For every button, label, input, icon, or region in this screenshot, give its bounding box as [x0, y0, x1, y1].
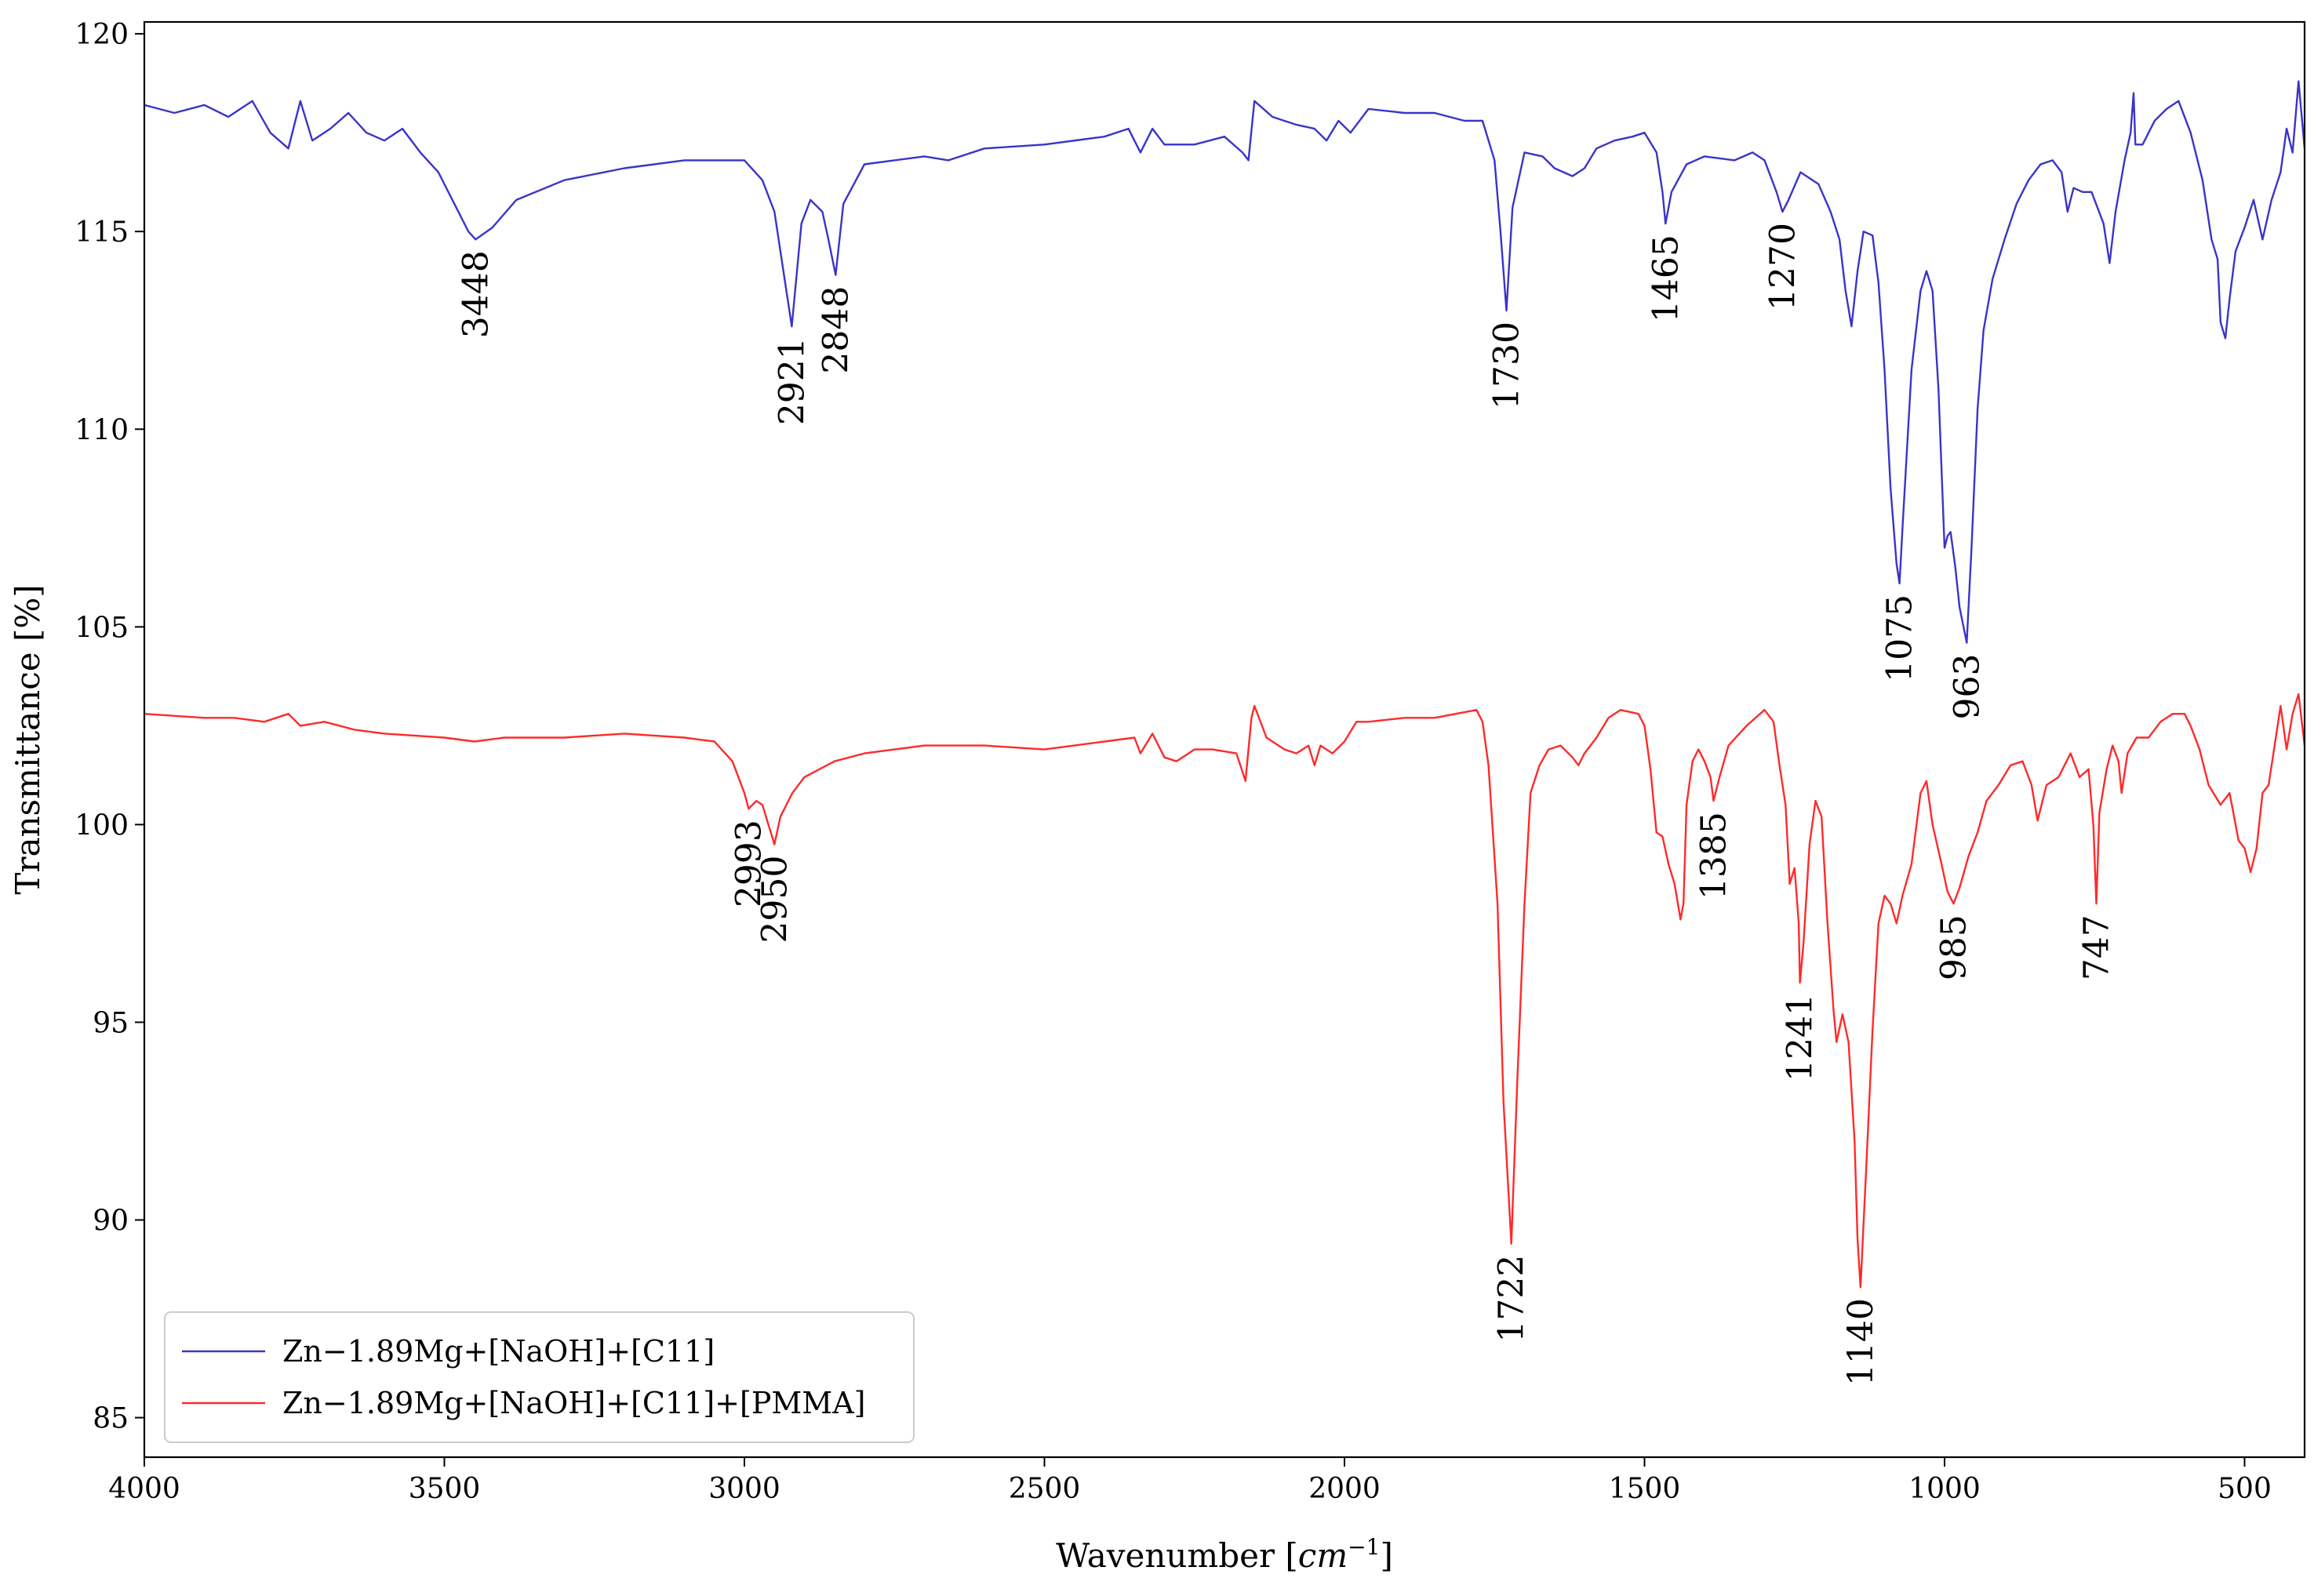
series-line-1 [144, 80, 2306, 644]
x-axis-title: Wavenumber [cm−1] [1056, 1534, 1393, 1575]
peak-label-1385: 1385 [1694, 812, 1734, 900]
peak-label-2950: 2950 [755, 856, 795, 943]
peak-label-985: 985 [1934, 914, 1974, 980]
series-layer [144, 80, 2306, 1289]
x-axis-title-close: ] [1380, 1536, 1392, 1575]
legend: Zn−1.89Mg+[NaOH]+[C11] Zn−1.89Mg+[NaOH]+[… [164, 1311, 915, 1443]
x-tick-label: 3000 [708, 1473, 780, 1505]
x-tick-label: 1000 [1908, 1473, 1981, 1505]
peak-label-1465: 1465 [1646, 234, 1686, 322]
y-tick-label: 115 [75, 216, 129, 249]
x-axis-title-text: Wavenumber [ [1056, 1536, 1298, 1575]
peak-label-747: 747 [2077, 914, 2117, 980]
x-axis-unit-exponent: −1 [1348, 1534, 1380, 1560]
y-axis-title: Transmittance [%] [9, 584, 47, 894]
peak-label-1730: 1730 [1487, 322, 1527, 409]
x-tick-label: 2500 [1009, 1473, 1081, 1505]
y-tick-label: 95 [93, 1007, 129, 1039]
y-axis-ticks: 85 90 95 100 105 110 115 120 [75, 19, 144, 1435]
x-axis-ticks: 4000 3500 3000 2500 2000 1500 1000 500 [108, 1457, 2272, 1505]
peak-label-1270: 1270 [1763, 223, 1803, 311]
peak-label-3448: 3448 [456, 250, 496, 338]
y-tick-label: 85 [93, 1403, 129, 1435]
y-tick-label: 100 [75, 809, 129, 842]
x-tick-label: 3500 [409, 1473, 481, 1505]
peak-label-1722: 1722 [1492, 1255, 1532, 1343]
y-tick-label: 105 [75, 612, 129, 644]
x-axis-unit: cm [1298, 1536, 1348, 1575]
peak-label-963: 963 [1947, 654, 1987, 720]
x-tick-label: 2000 [1308, 1473, 1381, 1505]
legend-label-1: Zn−1.89Mg+[NaOH]+[C11] [282, 1334, 715, 1369]
legend-box [164, 1311, 915, 1443]
x-tick-label: 4000 [108, 1473, 180, 1505]
peak-label-2921: 2921 [772, 337, 812, 425]
peak-label-2993: 2993 [729, 820, 769, 907]
y-tick-label: 90 [93, 1205, 129, 1238]
legend-label-2: Zn−1.89Mg+[NaOH]+[C11]+[PMMA] [282, 1386, 866, 1420]
x-tick-label: 500 [2218, 1473, 2272, 1505]
x-tick-label: 1500 [1609, 1473, 1681, 1505]
peak-label-1075: 1075 [1880, 594, 1920, 682]
y-tick-label: 110 [75, 414, 129, 446]
y-tick-label: 120 [75, 19, 129, 51]
peak-label-1140: 1140 [1841, 1298, 1881, 1386]
peak-label-1241: 1241 [1781, 994, 1821, 1082]
series-line-2 [144, 693, 2306, 1289]
plot-frame [143, 20, 2306, 1459]
peak-label-2848: 2848 [816, 286, 856, 374]
